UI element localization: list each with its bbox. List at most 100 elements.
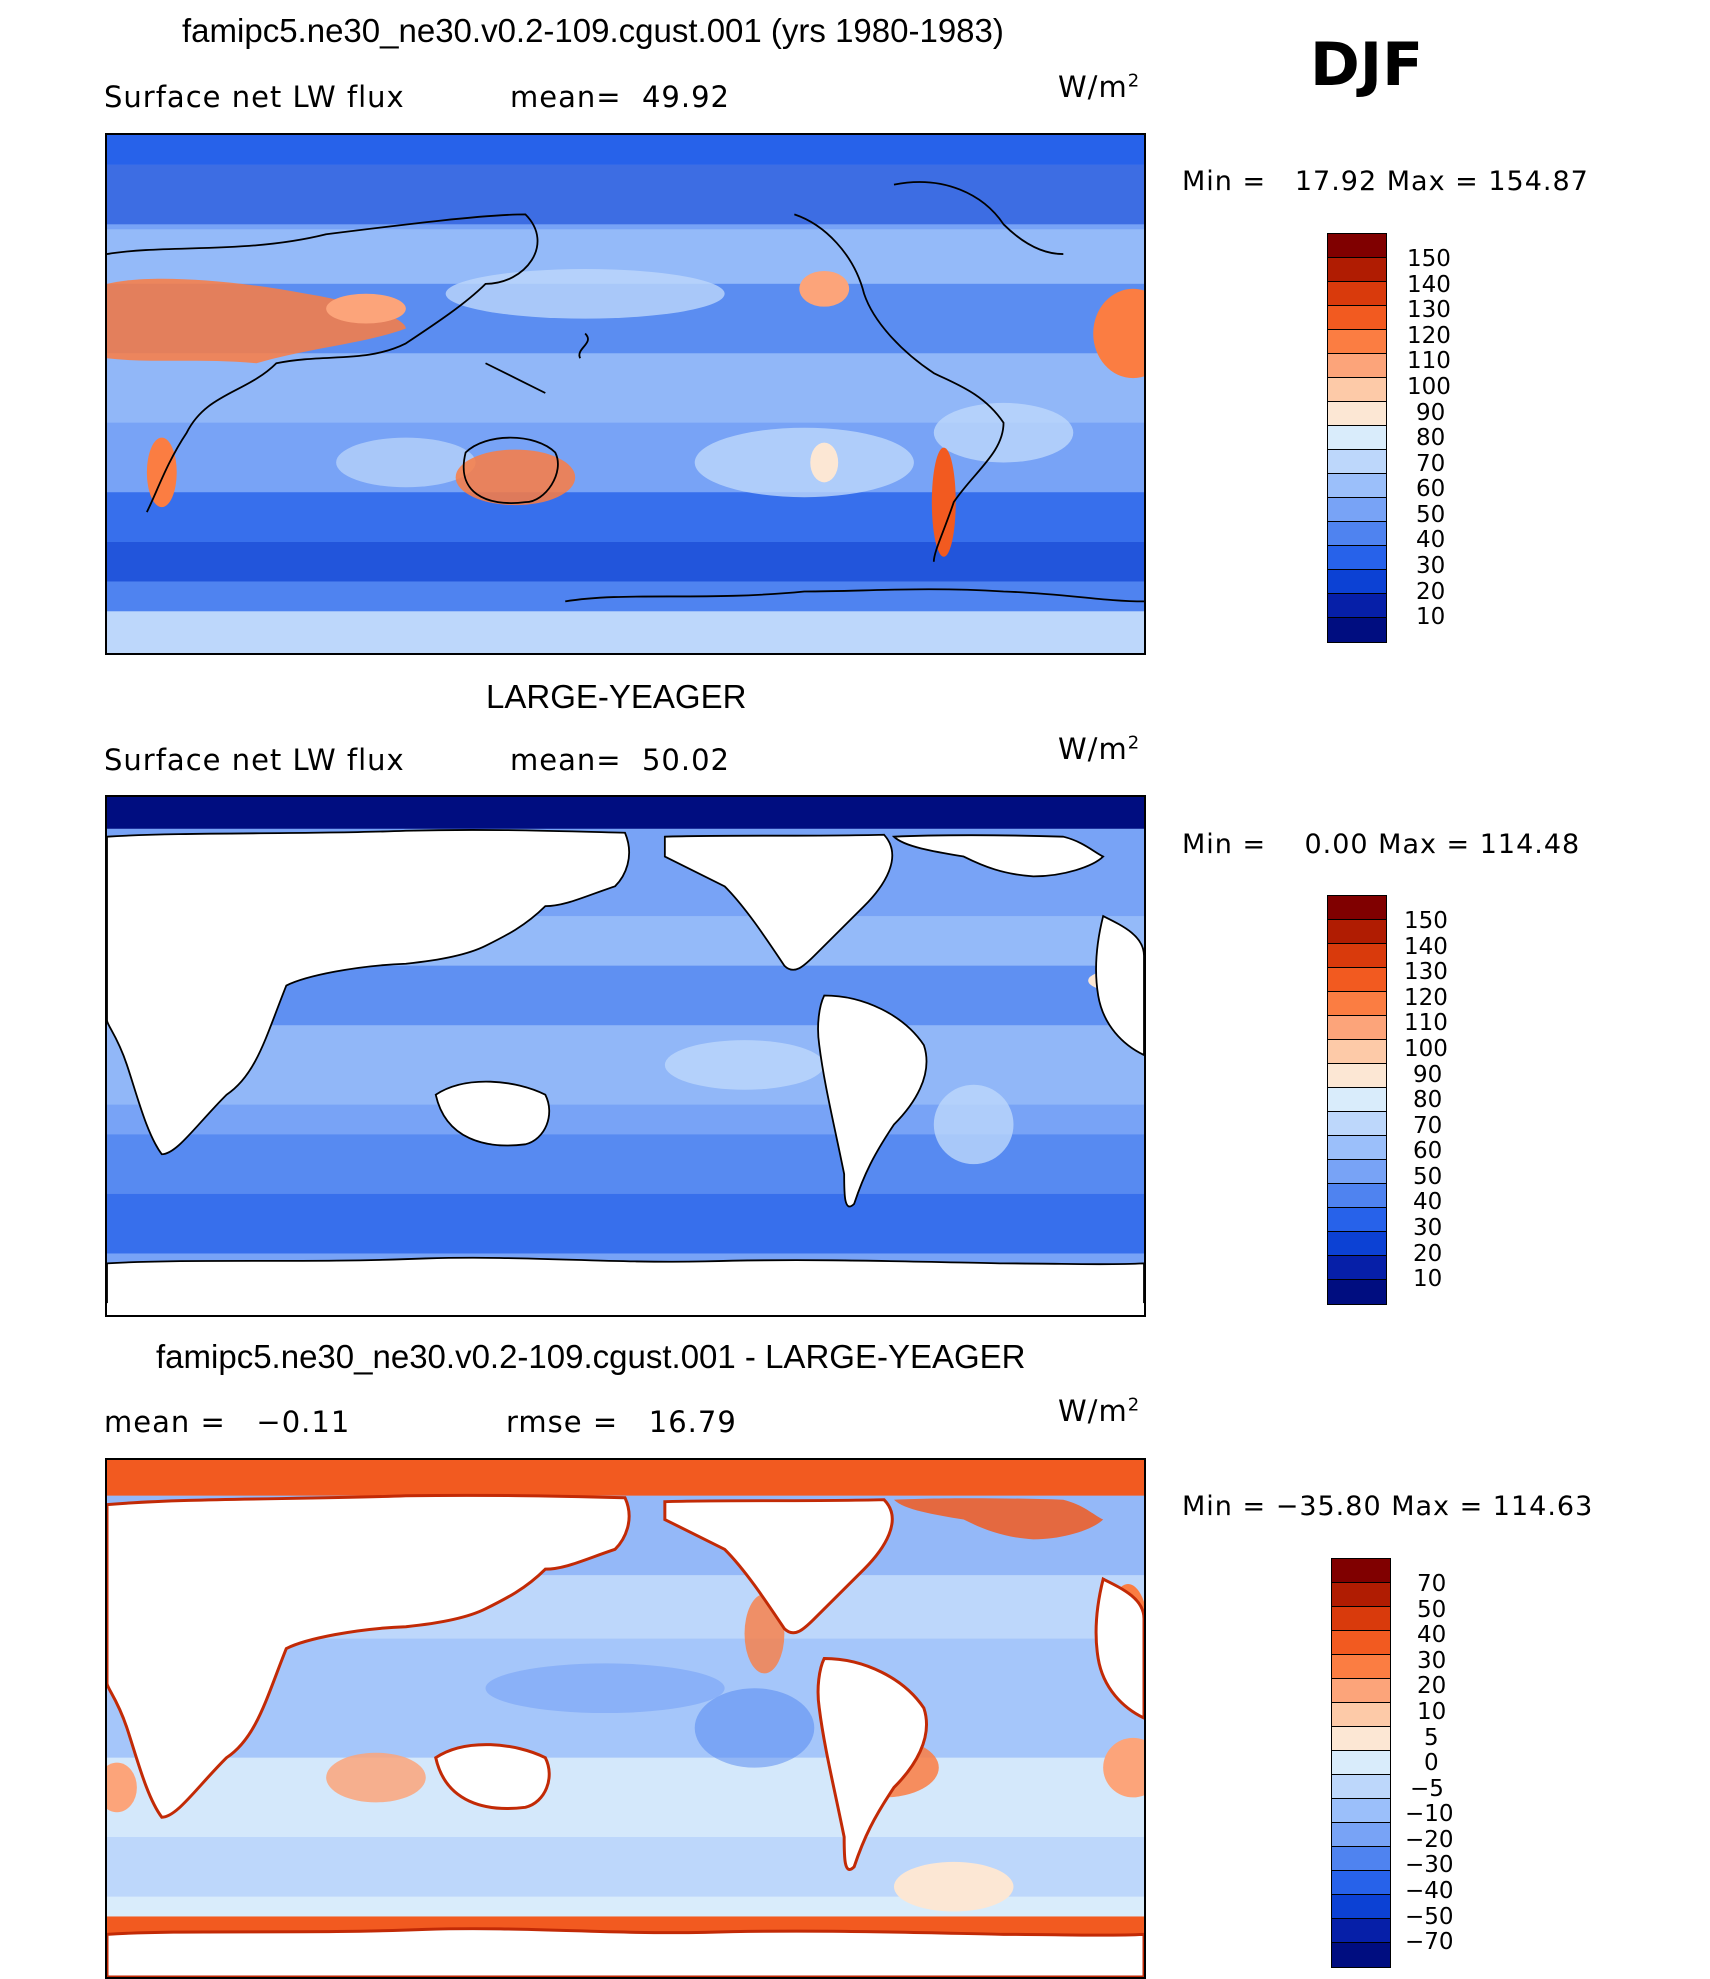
colorbar-tick-label: 10 [1416, 604, 1446, 630]
colorbar-box [1328, 521, 1386, 546]
panel-1-variable-label: Surface net LW flux [104, 80, 405, 114]
colorbar-box [1328, 377, 1386, 402]
colorbar-tick-label: 70 [1416, 451, 1446, 477]
panel-3-map [105, 1458, 1146, 1979]
colorbar-tick-label: 50 [1417, 1597, 1447, 1623]
colorbar-box [1332, 1870, 1390, 1895]
panel-1-map-svg [107, 135, 1144, 653]
colorbar-tick-label: 60 [1416, 476, 1446, 502]
panel-2-map-svg [107, 797, 1144, 1315]
season-label: DJF [1310, 30, 1424, 100]
colorbar-box [1332, 1559, 1390, 1583]
colorbar-box [1332, 1750, 1390, 1775]
colorbar-tick-label: 70 [1413, 1113, 1443, 1139]
colorbar-box [1328, 353, 1386, 378]
colorbar-box [1328, 1111, 1386, 1136]
panel-2-mean-label: mean= 50.02 [510, 743, 730, 777]
panel-1-mean-label: mean= 49.92 [510, 80, 730, 114]
panel-3-title: famipc5.ne30_ne30.v0.2-109.cgust.001 - L… [156, 1338, 1026, 1375]
colorbar-tick-label: 90 [1413, 1062, 1443, 1088]
colorbar-tick-label: 20 [1416, 579, 1446, 605]
colorbar-box [1328, 1087, 1386, 1112]
colorbar-tick-label: 40 [1417, 1622, 1447, 1648]
colorbar-box [1328, 401, 1386, 426]
colorbar-tick-label: 150 [1404, 908, 1448, 934]
colorbar-tick-label: −70 [1405, 1929, 1454, 1955]
colorbar-tick-label: 100 [1404, 1036, 1448, 1062]
colorbar-tick-label: 90 [1416, 400, 1446, 426]
colorbar-box [1332, 1654, 1390, 1679]
panel-1-minmax: Min = 17.92 Max = 154.87 [1182, 166, 1589, 197]
colorbar-box [1332, 1942, 1390, 1967]
colorbar-box [1328, 257, 1386, 282]
colorbar-box [1328, 919, 1386, 944]
panel-3-rmse-label: rmse = 16.79 [506, 1405, 737, 1439]
colorbar-box [1328, 896, 1386, 920]
colorbar-box [1332, 1630, 1390, 1655]
colorbar-tick-label: 40 [1413, 1189, 1443, 1215]
colorbar-box [1328, 1255, 1386, 1280]
colorbar-box [1328, 425, 1386, 450]
colorbar-box [1328, 593, 1386, 618]
colorbar-tick-label: 10 [1417, 1699, 1447, 1725]
colorbar-box [1328, 305, 1386, 330]
colorbar-tick-label: 150 [1407, 246, 1451, 272]
colorbar-tick-label: 120 [1407, 323, 1451, 349]
colorbar-box [1328, 497, 1386, 522]
colorbar-tick-label: 40 [1416, 527, 1446, 553]
colorbar-box [1328, 1207, 1386, 1232]
colorbar-box [1332, 1798, 1390, 1823]
panel-3-minmax: Min = −35.80 Max = 114.63 [1182, 1491, 1594, 1522]
colorbar-tick-label: 60 [1413, 1138, 1443, 1164]
colorbar-tick-label: 130 [1404, 959, 1448, 985]
colorbar-box [1332, 1678, 1390, 1703]
colorbar-tick-label: −10 [1405, 1801, 1454, 1827]
colorbar-box [1328, 234, 1386, 258]
colorbar-box [1328, 569, 1386, 594]
colorbar-tick-label: −30 [1405, 1852, 1454, 1878]
colorbar-tick-label: 30 [1413, 1215, 1443, 1241]
colorbar-tick-label: 120 [1404, 985, 1448, 1011]
colorbar-tick-label: 30 [1417, 1648, 1447, 1674]
colorbar-box [1328, 1063, 1386, 1088]
colorbar-tick-label: −50 [1405, 1904, 1454, 1930]
colorbar-tick-label: 50 [1416, 502, 1446, 528]
colorbar-box [1332, 1918, 1390, 1943]
colorbar-tick-label: 140 [1404, 934, 1448, 960]
colorbar-box [1332, 1726, 1390, 1751]
colorbar-tick-label: 100 [1407, 374, 1451, 400]
colorbar-box [1332, 1822, 1390, 1847]
panel-1-map [105, 133, 1146, 655]
colorbar-tick-label: 10 [1413, 1266, 1443, 1292]
colorbar-box [1328, 1159, 1386, 1184]
colorbar-tick-label: −5 [1410, 1776, 1444, 1802]
colorbar-tick-label: −40 [1405, 1878, 1454, 1904]
colorbar-tick-label: 70 [1417, 1571, 1447, 1597]
colorbar-tick-label: 50 [1413, 1164, 1443, 1190]
colorbar-tick-label: 110 [1407, 348, 1451, 374]
colorbar-tick-label: 20 [1413, 1241, 1443, 1267]
colorbar-tick-label: 80 [1413, 1087, 1443, 1113]
panel-2-units: W/m2 [1058, 732, 1141, 766]
colorbar-tick-label: 20 [1417, 1673, 1447, 1699]
colorbar-tick-label: 110 [1404, 1010, 1448, 1036]
panel-2-variable-label: Surface net LW flux [104, 743, 405, 777]
colorbar-box [1328, 617, 1386, 642]
colorbar-tick-label: 0 [1424, 1750, 1439, 1776]
colorbar-box [1328, 1135, 1386, 1160]
panel-1-units: W/m2 [1058, 70, 1141, 104]
colorbar-tick-label: 80 [1416, 425, 1446, 451]
colorbar-box [1332, 1894, 1390, 1919]
panel-2-colorbar [1327, 895, 1387, 1305]
panel-2-map [105, 795, 1146, 1317]
colorbar-tick-label: 130 [1407, 297, 1451, 323]
colorbar-box [1332, 1702, 1390, 1727]
colorbar-tick-label: 30 [1416, 553, 1446, 579]
colorbar-box [1328, 281, 1386, 306]
panel-3-colorbar [1331, 1558, 1391, 1968]
colorbar-box [1328, 991, 1386, 1016]
colorbar-tick-label: 5 [1424, 1725, 1439, 1751]
colorbar-box [1328, 545, 1386, 570]
colorbar-tick-label: 140 [1407, 272, 1451, 298]
colorbar-tick-label: −20 [1405, 1827, 1454, 1853]
